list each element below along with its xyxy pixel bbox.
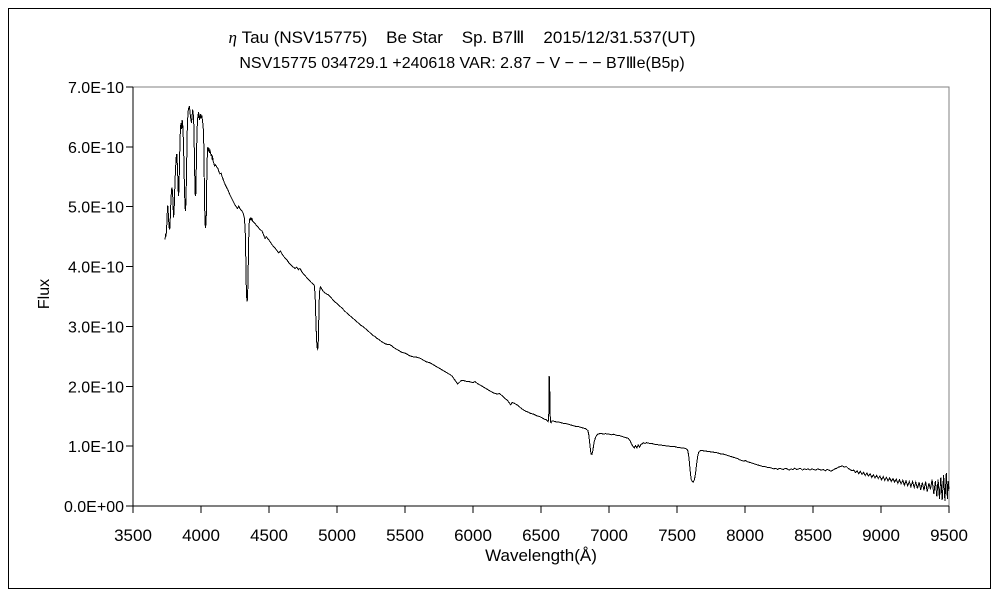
plot-frame: [133, 86, 950, 506]
x-tick-label: 8500: [794, 526, 832, 545]
x-tick-label: 6000: [454, 526, 492, 545]
chart-title-line2: NSV15775 034729.1 +240618 VAR: 2.87 − V …: [239, 55, 685, 72]
spectrum-curve: [164, 106, 950, 502]
x-tick-label: 6500: [522, 526, 560, 545]
x-tick-label: 5000: [318, 526, 356, 545]
x-tick-label: 7000: [590, 526, 628, 545]
axis-lines: [132, 87, 949, 507]
x-tick-label: 3500: [114, 526, 152, 545]
x-tick-label: 9500: [930, 526, 968, 545]
x-axis-title: Wavelength(Å): [485, 546, 597, 565]
y-tick-label: 5.0E-10: [68, 200, 124, 217]
x-tick-label: 5500: [386, 526, 424, 545]
y-tick-label: 2.0E-10: [68, 379, 124, 396]
chart-title-line1-text: Tau (NSV15775) Be Star Sp. B7Ⅲ 2015/12/3…: [236, 28, 696, 47]
x-tick-label: 7500: [658, 526, 696, 545]
y-tick-label: 0.0E+00: [64, 499, 124, 516]
y-tick-label: 3.0E-10: [68, 319, 124, 336]
greek-eta-symbol: η: [228, 28, 237, 47]
chart-title-line1: η Tau (NSV15775) Be Star Sp. B7Ⅲ 2015/12…: [228, 29, 695, 46]
x-tick-label: 4000: [182, 526, 220, 545]
y-tick-label: 7.0E-10: [68, 80, 124, 97]
x-tick-label: 9000: [862, 526, 900, 545]
x-tick-label: 4500: [250, 526, 288, 545]
x-tick-label: 8000: [726, 526, 764, 545]
y-tick-label: 4.0E-10: [68, 260, 124, 277]
y-tick-label: 1.0E-10: [68, 439, 124, 456]
y-tick-label: 6.0E-10: [68, 140, 124, 157]
